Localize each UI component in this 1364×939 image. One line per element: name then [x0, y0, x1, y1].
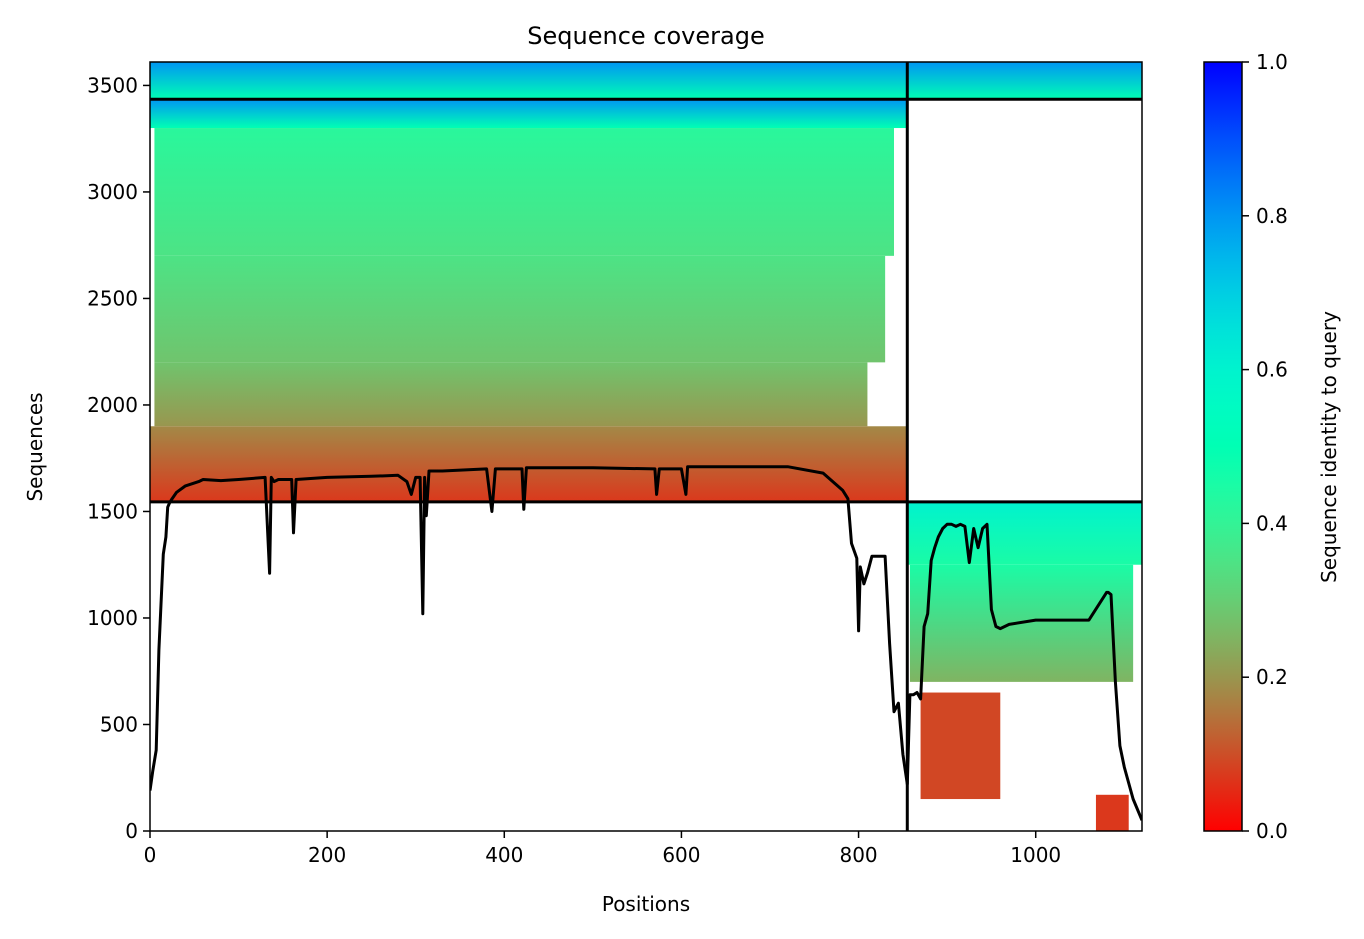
y-tick-label: 1500	[87, 499, 138, 523]
coverage-block	[154, 255, 886, 363]
colorbar-tick-label: 0.2	[1256, 665, 1288, 689]
plot-frame	[149, 61, 1143, 832]
x-axis-label: Positions	[602, 892, 690, 916]
y-axis-label: Sequences	[23, 392, 47, 501]
coverage-block	[150, 62, 1142, 100]
colorbar-label: Sequence identity to query	[1317, 311, 1341, 583]
coverage-block	[1095, 794, 1129, 831]
colorbar	[1203, 61, 1243, 832]
colorbar-tick-label: 0.8	[1256, 204, 1288, 228]
x-tick-label: 1000	[1010, 843, 1061, 867]
colorbar-tick-label: 0.4	[1256, 511, 1288, 535]
y-tick-label: 500	[100, 712, 138, 736]
x-axis-ticks: 0 200 400 600 800 1000	[144, 831, 1061, 867]
coverage-block	[154, 362, 868, 427]
colorbar-tick-label: 0.0	[1256, 819, 1288, 843]
colorbar-ticks: 0.0 0.2 0.4 0.6 0.8 1.0	[1242, 50, 1288, 843]
x-tick-label: 400	[485, 843, 523, 867]
y-tick-label: 2500	[87, 286, 138, 310]
coverage-block	[154, 128, 894, 256]
colorbar-tick-label: 0.6	[1256, 358, 1288, 382]
chain-dividers	[150, 62, 1142, 831]
coverage-block	[150, 426, 908, 502]
plot-area	[150, 62, 1142, 831]
coverage-block	[907, 501, 1142, 565]
y-axis-ticks: 0 500 1000 1500 2000 2500 3000 3500	[87, 73, 150, 843]
chart-title: Sequence coverage	[527, 22, 764, 50]
y-tick-label: 3500	[87, 73, 138, 97]
coverage-block	[920, 692, 1001, 800]
x-tick-label: 200	[308, 843, 346, 867]
x-tick-label: 0	[144, 843, 157, 867]
x-tick-label: 600	[662, 843, 700, 867]
y-tick-label: 2000	[87, 393, 138, 417]
coverage-blocks	[150, 62, 1142, 831]
colorbar-tick-label: 1.0	[1256, 50, 1288, 74]
coverage-line	[150, 465, 1142, 821]
y-tick-label: 1000	[87, 606, 138, 630]
y-tick-label: 0	[125, 819, 138, 843]
x-tick-label: 800	[839, 843, 877, 867]
y-tick-label: 3000	[87, 180, 138, 204]
coverage-block	[150, 99, 908, 129]
